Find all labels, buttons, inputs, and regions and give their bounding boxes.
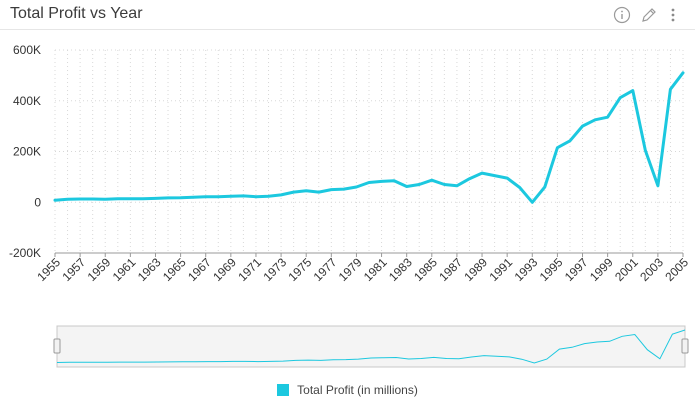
navigator-series-line (56, 329, 686, 364)
x-tick-label: 1991 (486, 255, 515, 284)
x-tick-label: 1997 (562, 255, 591, 284)
y-tick-label: 600K (13, 43, 41, 57)
y-tick-label: 400K (13, 94, 41, 108)
y-axis: 600K 400K 200K 0 -200K (9, 43, 41, 260)
x-tick-label: 1973 (260, 255, 289, 284)
navigator-window[interactable] (56, 325, 686, 368)
pencil-icon[interactable] (640, 6, 658, 24)
y-tick-label: -200K (9, 246, 41, 260)
x-tick-label: 1987 (436, 255, 465, 284)
x-tick-label: 2005 (662, 255, 691, 284)
x-tick-label: 2003 (637, 255, 666, 284)
x-tick-label: 1963 (135, 255, 164, 284)
x-tick-label: 1981 (361, 255, 390, 284)
x-tick-label: 1995 (537, 255, 566, 284)
legend-label[interactable]: Total Profit (in millions) (297, 383, 418, 397)
navigator-handle-right[interactable] (681, 338, 689, 354)
legend-swatch[interactable] (277, 384, 290, 396)
y-tick-label: 200K (13, 145, 41, 159)
x-tick-label: 1993 (512, 255, 541, 284)
card-header: Total Profit vs Year (0, 0, 695, 30)
x-tick-label: 1957 (59, 255, 88, 284)
info-icon[interactable] (613, 6, 631, 24)
x-tick-label: 1977 (311, 255, 340, 284)
x-tick-label: 1989 (461, 255, 490, 284)
x-tick-label: 2001 (612, 255, 641, 284)
kebab-menu-icon[interactable] (668, 6, 678, 24)
x-tick-label: 1969 (210, 255, 239, 284)
legend[interactable]: Total Profit (in millions) (0, 380, 695, 400)
x-tick-label: 1967 (185, 255, 214, 284)
x-tick-label: 1965 (160, 255, 189, 284)
x-tick-label: 1971 (235, 255, 264, 284)
line-chart: 600K 400K 200K 0 -200K 195519571959196119631… (9, 43, 691, 368)
series-layer (53, 71, 685, 204)
grid-lines (54, 49, 684, 254)
x-tick-label: 1979 (336, 255, 365, 284)
y-tick-label: 0 (34, 195, 41, 209)
x-tick-label: 1959 (85, 255, 114, 284)
x-tick-label: 1985 (411, 255, 440, 284)
chart-title: Total Profit vs Year (10, 5, 143, 22)
x-tick-label: 1999 (587, 255, 616, 284)
x-axis: 1955195719591961196319651967196919711973… (34, 252, 691, 284)
series-line-total-profit[interactable] (53, 71, 685, 204)
navigator-handle-left[interactable] (53, 338, 61, 354)
x-tick-label: 1975 (286, 255, 315, 284)
x-tick-label: 1961 (110, 255, 139, 284)
range-navigator[interactable] (53, 325, 689, 368)
x-tick-label: 1983 (386, 255, 415, 284)
